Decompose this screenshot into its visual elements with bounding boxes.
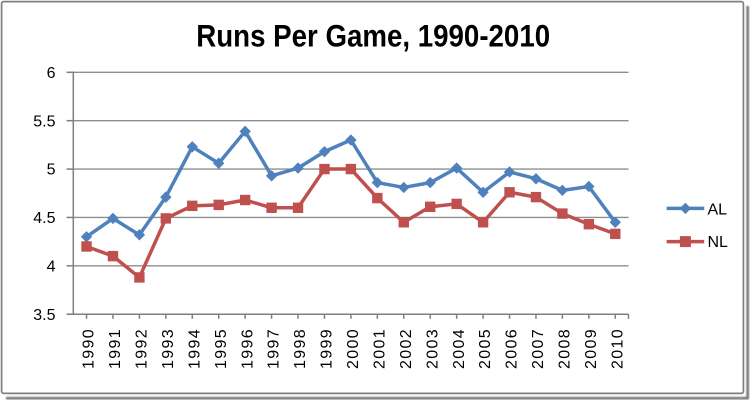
svg-text:5: 5 (47, 162, 56, 179)
svg-text:2002: 2002 (398, 328, 415, 369)
svg-text:1992: 1992 (134, 328, 151, 369)
svg-text:2005: 2005 (477, 328, 494, 369)
svg-text:5.5: 5.5 (33, 113, 55, 130)
svg-text:2003: 2003 (424, 328, 441, 369)
svg-text:3.5: 3.5 (33, 307, 55, 324)
svg-text:6: 6 (47, 65, 56, 82)
svg-text:2008: 2008 (557, 328, 574, 369)
svg-text:AL: AL (708, 202, 728, 219)
svg-text:4.5: 4.5 (33, 210, 55, 227)
svg-text:2010: 2010 (609, 328, 626, 369)
svg-text:2007: 2007 (530, 328, 547, 369)
svg-text:NL: NL (708, 234, 729, 251)
svg-text:2004: 2004 (451, 328, 468, 369)
svg-text:1991: 1991 (107, 328, 124, 369)
svg-text:1990: 1990 (81, 328, 98, 369)
svg-text:2001: 2001 (371, 328, 388, 369)
svg-text:4: 4 (47, 258, 56, 275)
svg-text:1998: 1998 (292, 328, 309, 369)
svg-text:1999: 1999 (319, 328, 336, 369)
svg-text:1995: 1995 (213, 328, 230, 369)
svg-text:1994: 1994 (186, 328, 203, 369)
svg-text:1993: 1993 (160, 328, 177, 369)
svg-text:2009: 2009 (583, 328, 600, 369)
svg-text:2006: 2006 (504, 328, 521, 369)
svg-text:Runs Per Game, 1990-2010: Runs Per Game, 1990-2010 (196, 19, 550, 54)
svg-text:1996: 1996 (239, 328, 256, 369)
svg-text:1997: 1997 (266, 328, 283, 369)
svg-text:2000: 2000 (345, 328, 362, 369)
